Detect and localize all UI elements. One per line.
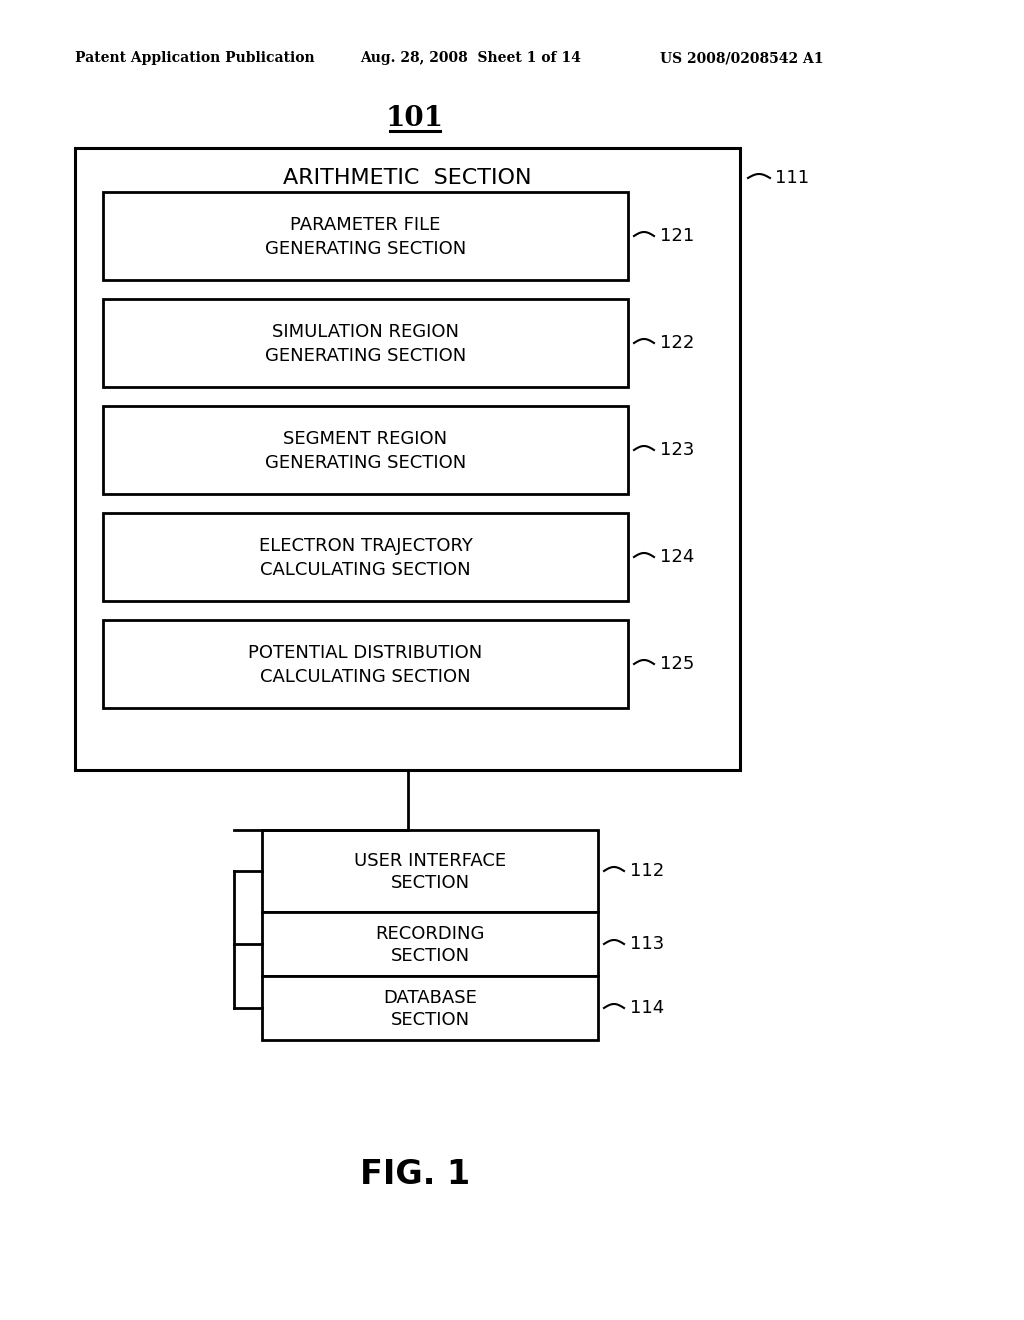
Bar [103, 191, 628, 280]
Text: US 2008/0208542 A1: US 2008/0208542 A1 [660, 51, 823, 65]
Text: 122: 122 [660, 334, 694, 352]
Text: SECTION: SECTION [390, 1011, 470, 1030]
Text: 112: 112 [630, 862, 665, 880]
Bar [103, 407, 628, 494]
Text: 125: 125 [660, 655, 694, 673]
Text: USER INTERFACE: USER INTERFACE [354, 851, 506, 870]
Text: 121: 121 [660, 227, 694, 246]
Text: GENERATING SECTION: GENERATING SECTION [265, 347, 466, 366]
Bar [262, 830, 598, 912]
Text: Patent Application Publication: Patent Application Publication [75, 51, 314, 65]
Text: 114: 114 [630, 999, 665, 1016]
Bar [103, 513, 628, 601]
Bar [262, 912, 598, 975]
Text: SECTION: SECTION [390, 874, 470, 892]
Bar [75, 148, 740, 770]
Bar [103, 620, 628, 708]
Text: ARITHMETIC  SECTION: ARITHMETIC SECTION [284, 168, 531, 187]
Text: SECTION: SECTION [390, 946, 470, 965]
Text: FIG. 1: FIG. 1 [360, 1159, 470, 1192]
Text: RECORDING: RECORDING [376, 925, 484, 942]
Text: 123: 123 [660, 441, 694, 459]
Text: SIMULATION REGION: SIMULATION REGION [272, 323, 459, 341]
Text: CALCULATING SECTION: CALCULATING SECTION [260, 561, 471, 579]
Text: 113: 113 [630, 935, 665, 953]
Text: ELECTRON TRAJECTORY: ELECTRON TRAJECTORY [259, 537, 472, 554]
Text: GENERATING SECTION: GENERATING SECTION [265, 240, 466, 257]
Text: SEGMENT REGION: SEGMENT REGION [284, 430, 447, 447]
Text: CALCULATING SECTION: CALCULATING SECTION [260, 668, 471, 686]
Text: Aug. 28, 2008  Sheet 1 of 14: Aug. 28, 2008 Sheet 1 of 14 [360, 51, 581, 65]
Text: DATABASE: DATABASE [383, 989, 477, 1007]
Text: GENERATING SECTION: GENERATING SECTION [265, 454, 466, 473]
Text: PARAMETER FILE: PARAMETER FILE [291, 216, 440, 234]
Text: POTENTIAL DISTRIBUTION: POTENTIAL DISTRIBUTION [249, 644, 482, 663]
Text: 111: 111 [775, 169, 809, 187]
Text: 124: 124 [660, 548, 694, 566]
Bar [262, 975, 598, 1040]
Text: 101: 101 [386, 104, 444, 132]
Bar [103, 300, 628, 387]
